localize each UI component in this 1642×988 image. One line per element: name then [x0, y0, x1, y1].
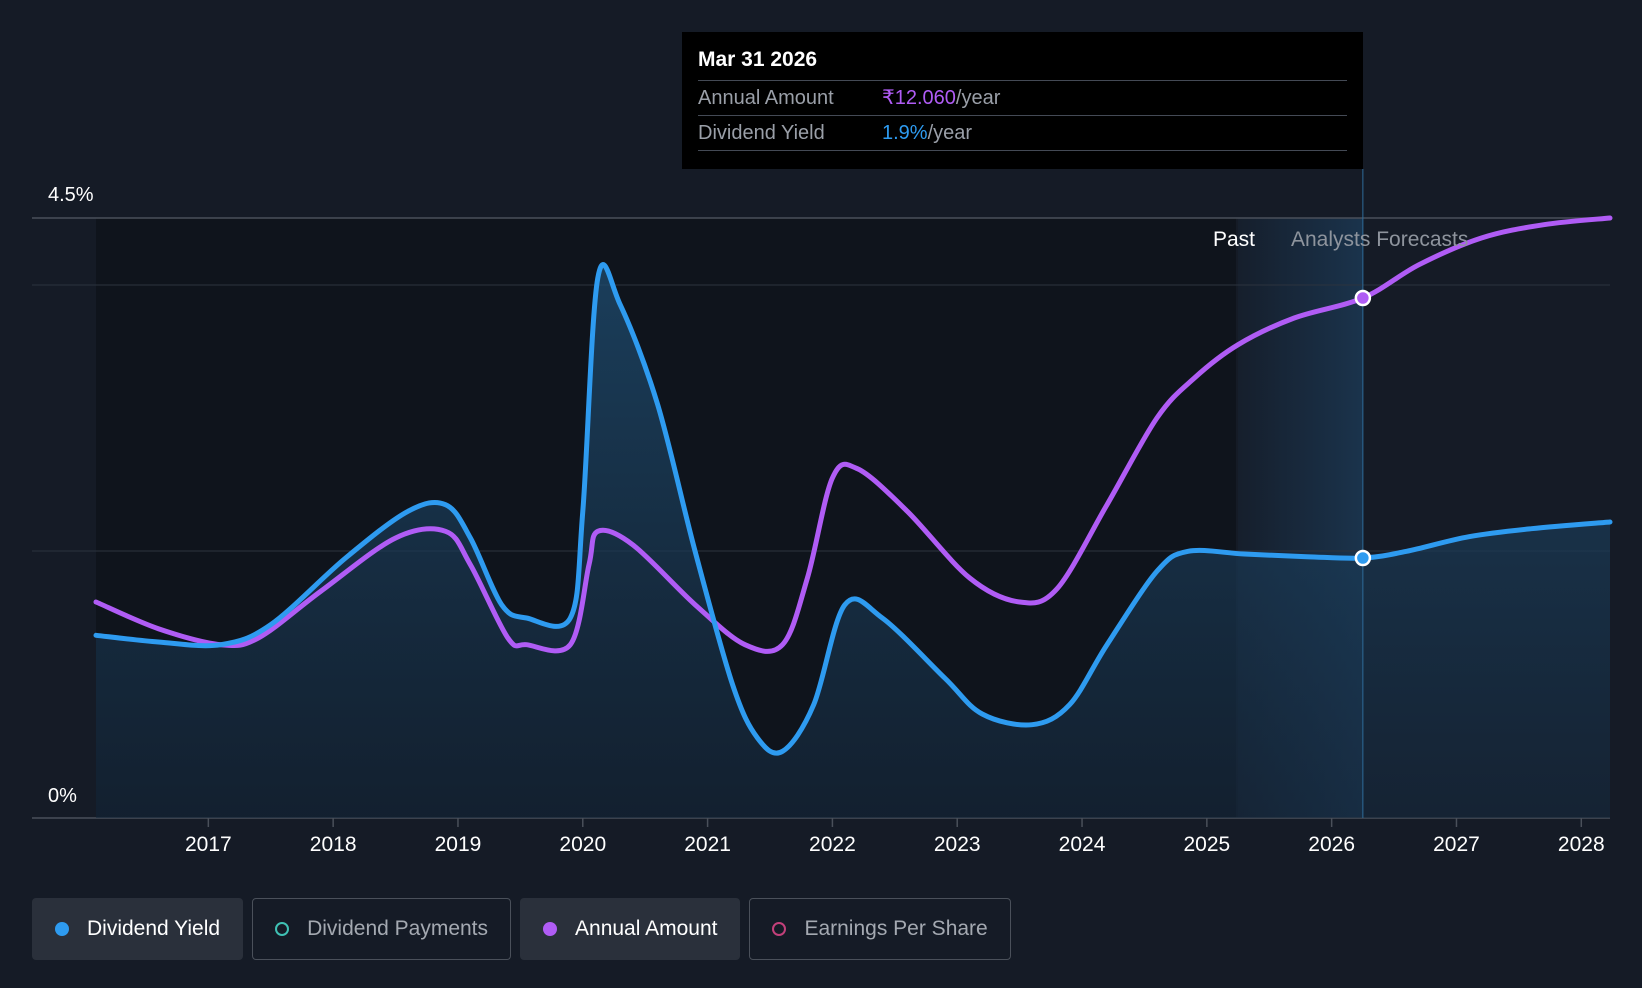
- legend-label: Annual Amount: [575, 917, 718, 940]
- legend-dividend-yield[interactable]: Dividend Yield: [32, 898, 244, 960]
- x-tick-label: 2025: [1183, 833, 1230, 856]
- chart-legend: Dividend Yield Dividend Payments Annual …: [32, 898, 1011, 960]
- x-tick-label: 2020: [559, 833, 606, 856]
- tooltip-unit: /year: [955, 87, 1001, 109]
- legend-dividend-payments[interactable]: Dividend Payments: [252, 898, 512, 960]
- x-tick-label: 2026: [1308, 833, 1355, 856]
- tooltip-label: Dividend Yield: [698, 122, 825, 144]
- tooltip-row-annual-amount: Annual Amount ₹12.060 /year: [698, 81, 1347, 116]
- x-axis-ticks: 2017 2018 2019 2020 2021 2022 2023 2024 2025 2026…: [185, 818, 1605, 856]
- tooltip-row-dividend-yield: Dividend Yield 1.9% /year: [698, 116, 1347, 151]
- ring-dot-icon: [275, 922, 290, 936]
- x-tick-label: 2028: [1558, 833, 1605, 856]
- dividend-yield-area: [96, 264, 1610, 819]
- tooltip-value: 1.9%: [882, 122, 928, 144]
- x-tick-label: 2022: [809, 833, 856, 856]
- x-tick-label: 2023: [934, 833, 981, 856]
- annual-amount-marker[interactable]: [1354, 289, 1372, 307]
- tooltip-value: ₹12.060: [882, 87, 956, 109]
- legend-label: Dividend Yield: [87, 917, 221, 940]
- dividend-yield-marker[interactable]: [1354, 549, 1372, 567]
- x-tick-label: 2021: [684, 833, 731, 856]
- tooltip-label: Annual Amount: [698, 87, 834, 109]
- legend-label: Earnings Per Share: [804, 917, 988, 940]
- annual-amount-line: [93, 215, 1613, 654]
- y-axis-label-bottom: 0%: [48, 785, 77, 807]
- legend-annual-amount[interactable]: Annual Amount: [520, 898, 741, 960]
- filled-dot-icon: [543, 922, 558, 936]
- past-label: Past: [1213, 228, 1256, 251]
- x-tick-label: 2018: [310, 833, 357, 856]
- ring-dot-icon: [772, 922, 787, 936]
- legend-earnings-per-share[interactable]: Earnings Per Share: [749, 898, 1011, 960]
- tooltip-date: Mar 31 2026: [698, 46, 1347, 81]
- x-tick-label: 2024: [1059, 833, 1106, 856]
- filled-dot-icon: [55, 922, 69, 936]
- x-tick-label: 2019: [435, 833, 482, 856]
- analysts-forecasts-label: Analysts Forecasts: [1291, 228, 1469, 251]
- x-tick-label: 2017: [185, 833, 232, 856]
- x-tick-label: 2027: [1433, 833, 1480, 856]
- tooltip-unit: /year: [927, 122, 973, 144]
- chart-tooltip: Mar 31 2026 Annual Amount ₹12.060 /year …: [682, 32, 1363, 169]
- y-axis-label-top: 4.5%: [48, 184, 94, 206]
- legend-label: Dividend Payments: [307, 917, 489, 940]
- dividend-yield-line: [93, 262, 1613, 756]
